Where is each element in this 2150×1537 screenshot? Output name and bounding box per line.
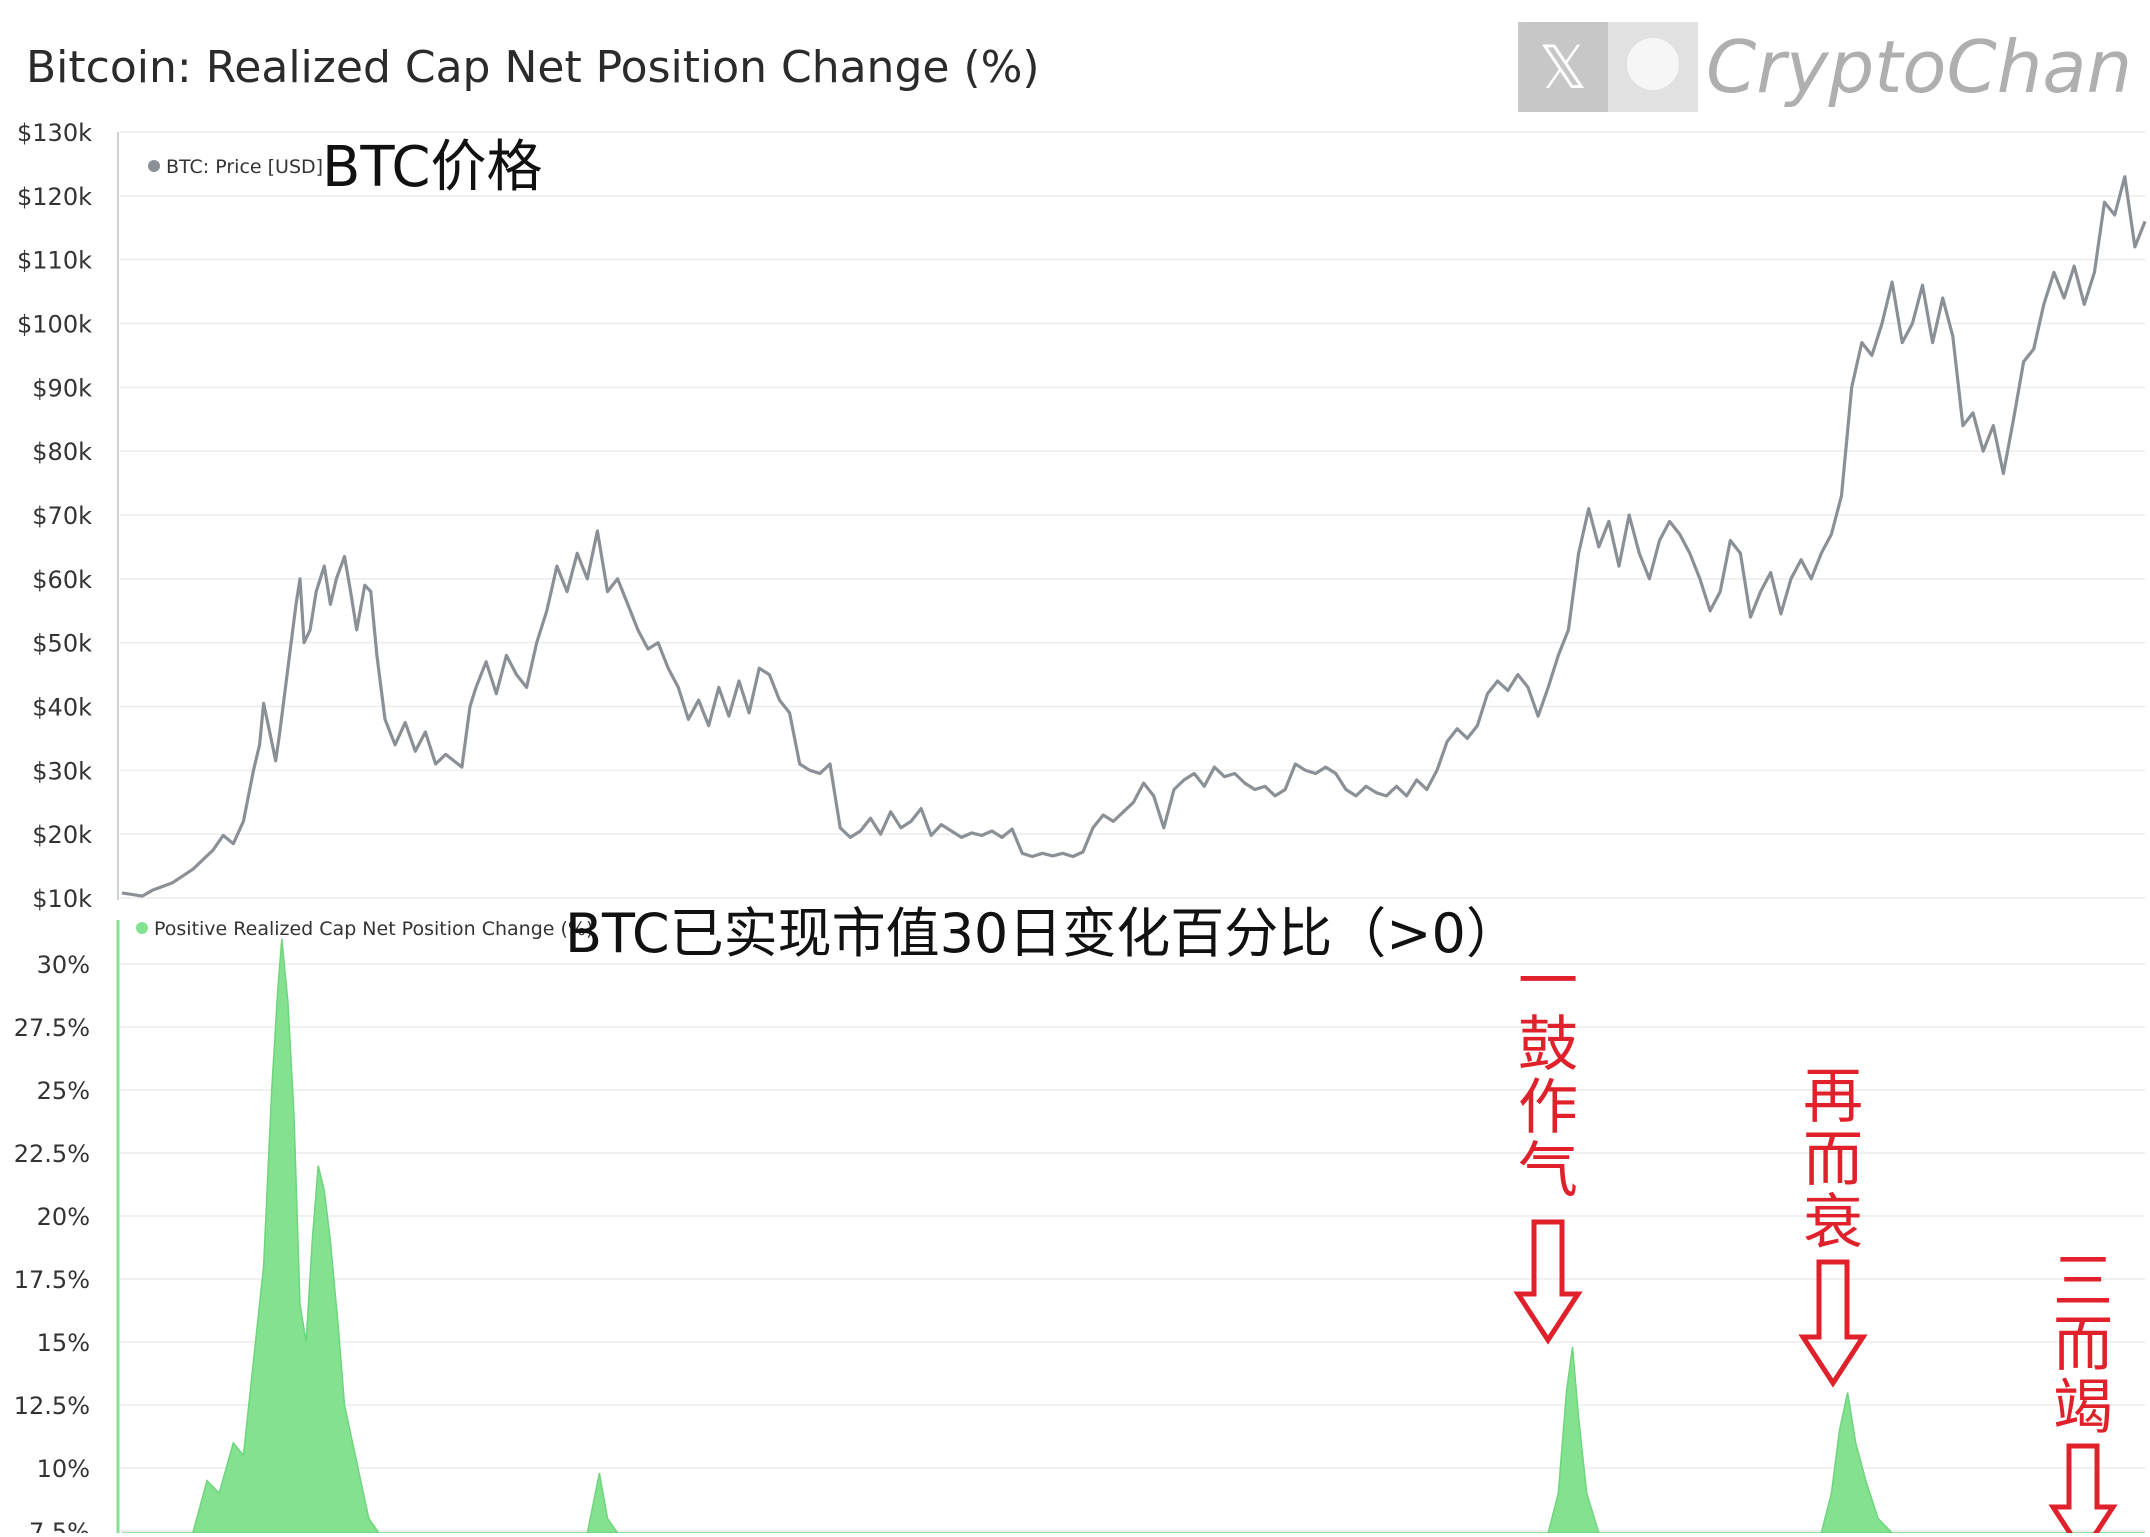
callout-char: 而 — [2053, 1310, 2113, 1380]
price-y-tick-label: $20k — [32, 821, 92, 849]
callout-char: 作 — [1518, 1073, 1578, 1143]
change-y-tick-label: 15% — [37, 1329, 90, 1357]
change-legend-dot — [136, 922, 148, 934]
callout-char: 鼓 — [1518, 1010, 1578, 1080]
price-y-tick-label: $100k — [17, 311, 92, 339]
callout-char: 衰 — [1803, 1188, 1863, 1258]
callout-char: 竭 — [2053, 1373, 2113, 1443]
callout-char: 而 — [1803, 1125, 1863, 1195]
price-annotation: BTC价格 — [322, 135, 542, 200]
price-y-tick-label: $110k — [17, 247, 92, 275]
price-y-tick-label: $60k — [32, 566, 92, 594]
price-y-axis-ticks: $130k $120k $110k $100k $90k $80k $70k $60k $50k… — [17, 119, 92, 913]
price-legend-dot — [148, 160, 160, 172]
change-legend-label: Positive Realized Cap Net Position Chang… — [154, 918, 593, 940]
change-series-area — [122, 938, 2145, 1534]
price-y-tick-label: $30k — [32, 757, 92, 785]
change-y-tick-label: 22.5% — [14, 1140, 90, 1168]
down-arrow-icon — [1798, 1259, 1868, 1388]
price-y-tick-label: $70k — [32, 502, 92, 530]
price-y-tick-label: $130k — [17, 119, 92, 147]
watermark-name: CryptoChan — [1706, 25, 2132, 109]
down-arrow-icon — [1513, 1219, 1583, 1345]
callout-char: 三 — [2053, 1247, 2113, 1317]
change-y-tick-label: 17.5% — [14, 1266, 90, 1294]
price-y-tick-label: $50k — [32, 630, 92, 658]
price-gridlines — [120, 131, 2145, 899]
change-y-tick-label: 10% — [37, 1455, 90, 1483]
x-logo-glyph: 𝕏 — [1539, 33, 1587, 103]
callout-char: 再 — [1803, 1062, 1863, 1132]
x-logo-icon — [1518, 22, 1608, 112]
change-y-tick-label: 12.5% — [14, 1392, 90, 1420]
price-y-tick-label: $40k — [32, 694, 92, 722]
price-y-tick-label: $10k — [32, 885, 92, 913]
change-y-axis-ticks: 30% 27.5% 25% 22.5% 20% 17.5% 15% 12.5% 10% 7.5% — [14, 951, 90, 1537]
price-series-line — [121, 175, 2147, 898]
change-gridlines — [120, 963, 2145, 1532]
price-y-tick-label: $90k — [32, 374, 92, 402]
price-legend: BTC: Price [USD] — [148, 156, 323, 178]
avatar-face-icon — [1627, 38, 1679, 90]
change-y-tick-label: 30% — [37, 951, 90, 979]
change-legend: Positive Realized Cap Net Position Chang… — [136, 918, 593, 940]
change-y-tick-label: 20% — [37, 1203, 90, 1231]
change-y-tick-label: 25% — [37, 1077, 90, 1105]
change-annotation: BTC已实现市值30日变化百分比（>0） — [565, 902, 1520, 965]
change-y-tick-label: 27.5% — [14, 1014, 90, 1042]
price-y-tick-label: $120k — [17, 183, 92, 211]
watermark: 𝕏 CryptoChan — [1518, 22, 2132, 112]
price-legend-label: BTC: Price [USD] — [166, 156, 323, 178]
down-arrow-icon — [2048, 1443, 2118, 1537]
callout-char: 气 — [1518, 1136, 1578, 1206]
price-y-tick-label: $80k — [32, 438, 92, 466]
callout-char: 一 — [1518, 947, 1578, 1017]
chart-title: Bitcoin: Realized Cap Net Position Chang… — [26, 42, 1040, 93]
change-y-tick-label: 7.5% — [29, 1518, 90, 1533]
